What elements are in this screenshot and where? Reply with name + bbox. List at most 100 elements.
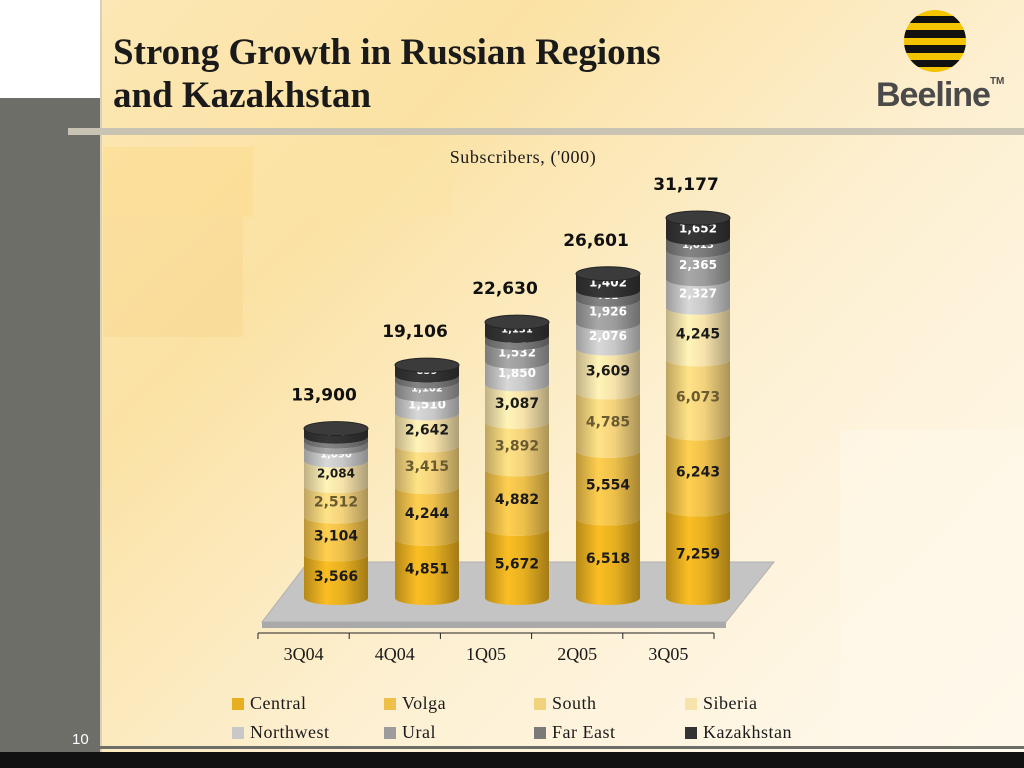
background-tile <box>103 217 243 337</box>
legend-swatch <box>685 698 697 710</box>
cylinder-segment <box>576 323 640 356</box>
segment-value-label: 6,073 <box>676 389 720 405</box>
segment-value-label: 1,926 <box>589 305 627 319</box>
x-tick-label: 4Q04 <box>375 644 415 664</box>
cylinder-segment <box>485 361 549 392</box>
cylinder-segment <box>576 273 640 298</box>
cylinder-segment <box>666 218 730 246</box>
legend-swatch <box>384 727 396 739</box>
legend-label: South <box>552 693 597 713</box>
segment-value-label: 4,785 <box>586 415 630 431</box>
legend-item: Kazakhstan <box>685 722 792 743</box>
cylinder-top-cap <box>665 210 731 226</box>
segment-value-label: 5,672 <box>495 556 539 572</box>
segment-value-label: 6,243 <box>676 464 720 480</box>
total-value-label: 26,601 <box>563 231 629 251</box>
cylinder-segment <box>576 518 640 605</box>
legend-label: Far East <box>552 722 616 742</box>
segment-value-label: 3,566 <box>314 569 358 585</box>
segment-value-label: 1,090 <box>320 450 352 461</box>
segment-value-label: 3,609 <box>586 363 630 379</box>
cylinder-segment <box>304 441 368 455</box>
cylinder-segment <box>666 238 730 258</box>
cylinder-segment <box>304 486 368 524</box>
segment-value-label: 2,084 <box>317 467 355 481</box>
legend-label: Ural <box>402 722 436 742</box>
legend-swatch <box>534 727 546 739</box>
cylinder-segment <box>395 445 459 495</box>
segment-value-label: 3,415 <box>405 459 449 475</box>
side-bar <box>0 98 100 752</box>
legend-label: Kazakhstan <box>703 722 792 742</box>
cylinder-segment <box>576 299 640 331</box>
segment-value-label: 7,259 <box>676 547 720 563</box>
segment-value-label: 1,102 <box>411 384 443 395</box>
cylinder-segment <box>485 469 549 536</box>
segment-value-label: 4,245 <box>676 326 720 342</box>
beeline-logo: BeelineTM <box>870 6 1020 116</box>
segment-value-label: 1,131 <box>501 325 533 336</box>
logo-tm: TM <box>989 76 1005 87</box>
cylinder-segment <box>576 450 640 526</box>
cylinder-segment <box>395 365 459 383</box>
x-tick-label: 3Q04 <box>284 644 324 664</box>
cylinder-segment <box>304 428 368 444</box>
segment-value-label: 3,104 <box>314 529 359 545</box>
segment-value-label: 1,850 <box>498 366 536 380</box>
legend-item: Central <box>232 693 306 714</box>
total-value-label: 19,106 <box>382 322 448 342</box>
total-value-label: 22,630 <box>472 279 538 299</box>
total-value-label: 31,177 <box>653 175 719 195</box>
legend-item: Volga <box>384 693 446 714</box>
segment-value-label: 2,327 <box>679 287 717 301</box>
x-tick-label: 2Q05 <box>557 644 597 664</box>
segment-value-label: 3,087 <box>495 396 539 412</box>
page-number: 10 <box>72 731 89 748</box>
logo-wordmark: BeelineTM <box>876 76 1004 115</box>
cylinder-top-cap <box>484 314 550 330</box>
segment-value-label: 4,244 <box>405 506 450 522</box>
slide-title-line-1: Strong Growth in Russian Regions <box>113 32 661 73</box>
cylinder-segment <box>395 538 459 605</box>
cylinder-segment <box>666 250 730 287</box>
cylinder-segment <box>304 436 368 449</box>
cylinder-segment <box>666 359 730 441</box>
background-tile <box>253 147 453 217</box>
cylinder-segment <box>304 447 368 468</box>
legend-swatch <box>534 698 546 710</box>
cylinder-segment <box>304 516 368 562</box>
background-tile <box>840 430 1024 750</box>
chart-title: Subscribers, ('000) <box>450 147 597 168</box>
legend-item: Northwest <box>232 722 330 743</box>
segment-value-label: 5,554 <box>586 478 631 494</box>
x-tick-label: 1Q05 <box>466 644 506 664</box>
cylinder-segment <box>485 322 549 343</box>
cylinder-segment <box>485 335 549 351</box>
segment-value-label: 2,512 <box>314 494 358 510</box>
total-value-label: 13,900 <box>291 386 357 406</box>
cylinder-segment <box>395 487 459 546</box>
cylinder-segment <box>304 460 368 494</box>
cylinder-segment <box>485 384 549 429</box>
cylinder-top-cap <box>575 266 641 282</box>
cylinder-segment <box>395 375 459 389</box>
cylinder-segment <box>485 421 549 477</box>
logo-text: Beeline <box>876 76 991 114</box>
cylinder-top-cap <box>303 421 369 437</box>
cylinder-segment <box>576 348 640 400</box>
cylinder-segment <box>485 528 549 605</box>
legend-swatch <box>384 698 396 710</box>
segment-value-label: 4,851 <box>405 561 449 577</box>
segment-value-label: 2,642 <box>405 422 449 438</box>
segment-value-label: 4,882 <box>495 492 539 508</box>
legend-item: South <box>534 693 597 714</box>
legend-label: Central <box>250 693 307 713</box>
corner-block <box>0 0 100 98</box>
segment-value-label: 2,076 <box>589 329 627 343</box>
cylinder-segment <box>666 509 730 605</box>
slide-title-line-2: and Kazakhstan <box>113 75 372 116</box>
legend-swatch <box>232 698 244 710</box>
segment-value-label: 3,892 <box>495 439 539 455</box>
title-underline <box>68 128 1024 135</box>
